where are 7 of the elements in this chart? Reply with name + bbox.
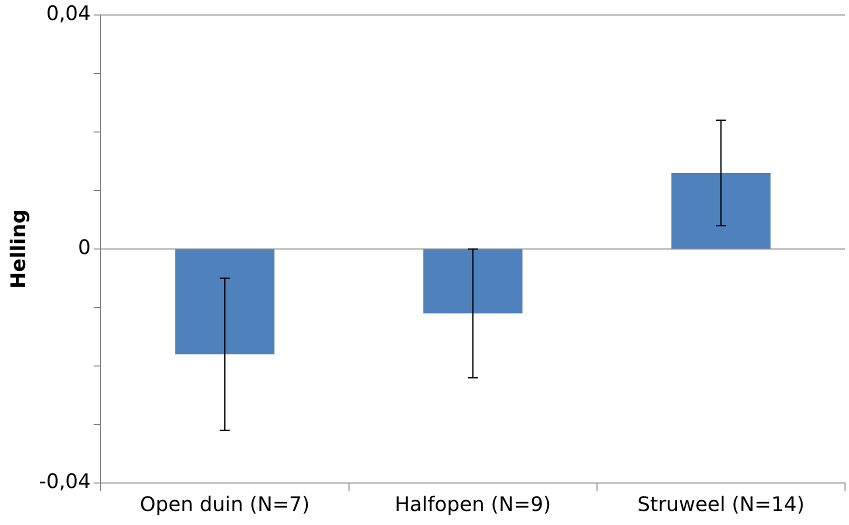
y-tick-label: 0,04 <box>46 1 91 26</box>
x-tick-label: Halfopen (N=9) <box>394 492 551 516</box>
y-tick-label: -0,04 <box>39 469 91 494</box>
x-tick-label: Open duin (N=7) <box>140 492 310 516</box>
y-axis-title: Helling <box>6 209 30 289</box>
x-tick-label: Struweel (N=14) <box>637 492 805 516</box>
y-tick-label: 0 <box>78 235 91 260</box>
